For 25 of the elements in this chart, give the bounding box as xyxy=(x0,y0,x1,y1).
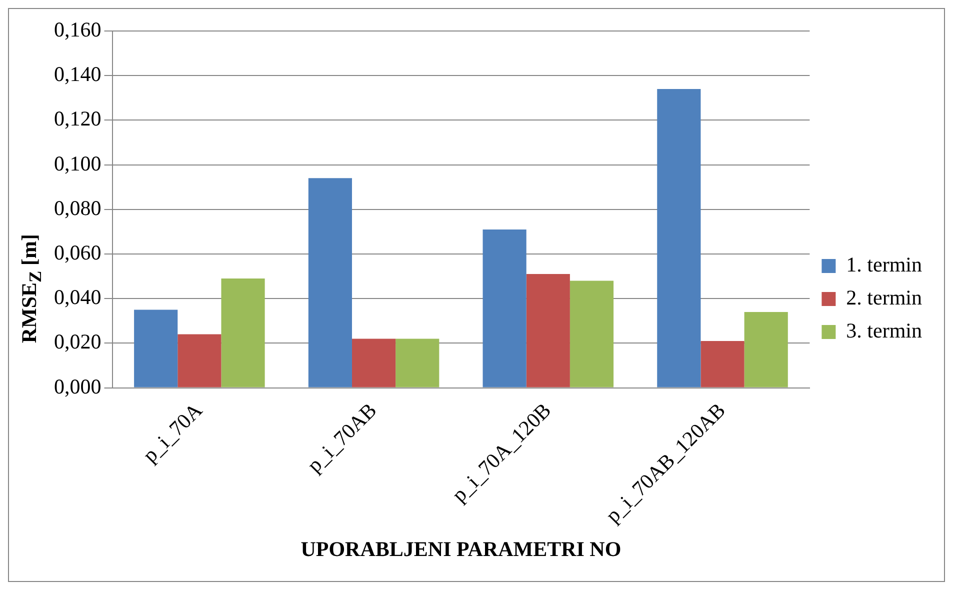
y-tick-label: 0,120 xyxy=(54,106,102,131)
bar xyxy=(570,280,614,388)
legend-label: 3. termin xyxy=(846,318,922,343)
bar xyxy=(700,340,744,388)
legend-label: 2. termin xyxy=(846,286,922,310)
bar xyxy=(744,312,788,388)
y-tick-label: 0,160 xyxy=(54,18,102,42)
y-tick-label: 0,080 xyxy=(54,196,102,220)
bar xyxy=(221,278,265,388)
bar xyxy=(396,338,440,388)
legend-label: 1. termin xyxy=(846,252,922,277)
bar xyxy=(657,88,701,388)
y-tick-label: 0,000 xyxy=(54,374,102,398)
bar xyxy=(308,178,352,388)
y-tick-label: 0,040 xyxy=(54,285,102,310)
bar xyxy=(178,334,222,388)
y-tick-label: 0,060 xyxy=(54,240,102,264)
bar xyxy=(482,229,526,388)
y-tick-label: 0,140 xyxy=(54,62,102,86)
bar xyxy=(352,338,396,388)
y-tick-label: 0,020 xyxy=(54,330,102,354)
x-axis-title: UPORABLJENI PARAMETRI NO xyxy=(300,536,622,561)
y-tick-label: 0,100 xyxy=(54,151,102,176)
bar xyxy=(526,274,570,388)
bar xyxy=(134,310,178,388)
